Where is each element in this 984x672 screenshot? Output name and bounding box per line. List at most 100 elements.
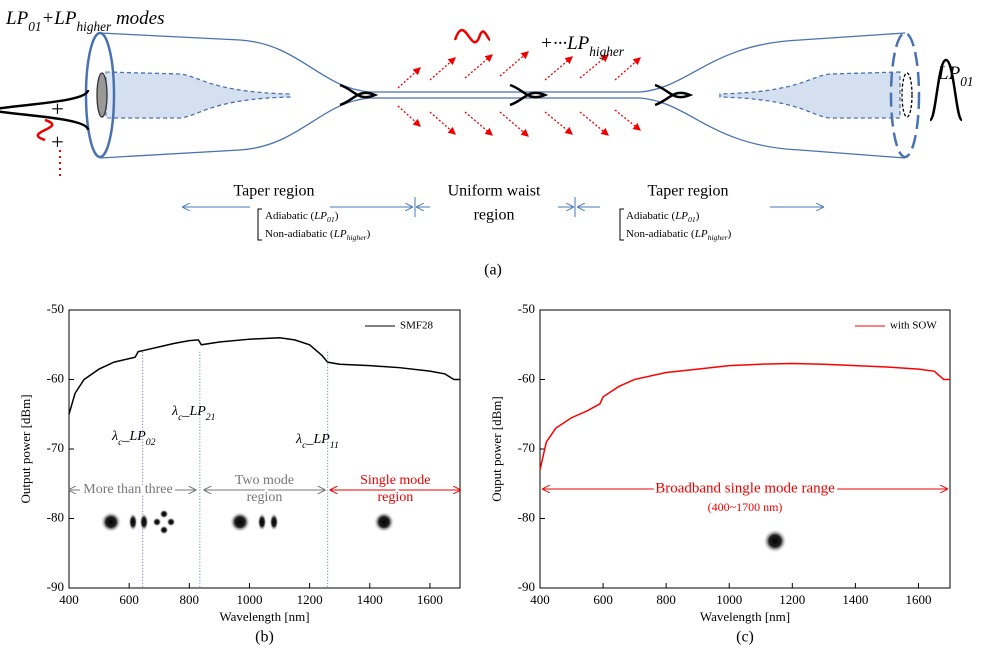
text-part: c: [118, 437, 123, 448]
pulse: [0, 89, 90, 131]
region-label: region: [377, 490, 413, 505]
x-tick-label: 1600: [417, 592, 443, 607]
core-end: [901, 72, 913, 118]
mode-profile: [152, 517, 162, 527]
y-tick-label: -50: [518, 301, 535, 316]
plus: +: [45, 136, 70, 148]
caption: (b): [255, 629, 274, 646]
text-part: +: [540, 33, 553, 54]
adiabatic: Adiabatic (LP01​): [626, 210, 700, 225]
plot-frame: [539, 309, 951, 589]
text-part: ): [696, 210, 700, 222]
x-tick-label: 400: [530, 592, 550, 607]
text-part: Adiabatic (: [265, 210, 315, 222]
y-tick-label: -70: [518, 440, 535, 455]
mode-profile: [159, 525, 169, 535]
nonadiabatic: Non-adiabatic (LPhigher​): [626, 228, 732, 243]
pulse: [509, 83, 549, 107]
output-label: LP01​: [937, 63, 973, 88]
cutoff-label: λc​_LP02​: [111, 429, 156, 448]
legend-label: with SOW: [890, 320, 937, 332]
series-line: [539, 362, 950, 471]
cutoff-label: λc​_LP21​: [171, 404, 216, 423]
x-tick-label: 1000: [716, 592, 742, 607]
core-taper: [719, 71, 901, 119]
x-tick-label: 1400: [842, 592, 868, 607]
text-part: ): [367, 228, 371, 240]
mode-profile: [229, 511, 251, 533]
pulse: [36, 118, 54, 142]
mode-profile: [257, 513, 267, 531]
text-part: ···LP: [553, 33, 590, 54]
nonadiabatic: Non-adiabatic (LPhigher​): [265, 228, 371, 243]
region-label: More than three: [83, 482, 172, 497]
text-part: 02: [146, 437, 156, 448]
text-part: _LP: [121, 429, 146, 444]
x-tick-label: 1400: [357, 592, 383, 607]
plus: +: [45, 103, 70, 115]
text-part: LP: [313, 210, 327, 222]
waist-title: Uniform waist: [448, 183, 541, 200]
fiber-outline: [99, 32, 906, 93]
range-label: Broadband single mode range: [655, 480, 835, 496]
x-tick-label: 800: [180, 592, 200, 607]
taper-title: Taper region: [233, 183, 314, 200]
text-part: λ: [171, 404, 178, 419]
text-part: c: [178, 412, 183, 423]
y-tick-label: -50: [47, 301, 64, 316]
y-tick-label: -80: [518, 509, 535, 524]
y-tick-label: -80: [47, 509, 64, 524]
caption: (a): [484, 262, 502, 279]
text-part: 11: [330, 440, 339, 451]
x-tick-label: 1000: [236, 592, 262, 607]
text-part: Adiabatic (: [626, 210, 676, 222]
pulse: [654, 83, 694, 107]
region-label: Two mode: [235, 473, 294, 488]
y-tick-label: -60: [47, 370, 64, 385]
mode-profile: [128, 513, 138, 531]
cutoff-label: λc​_LP11​: [295, 432, 339, 451]
text-part: 01: [327, 215, 335, 224]
region-label: Single mode: [360, 473, 430, 488]
text-part: LP: [694, 228, 708, 240]
text-part: LP: [674, 210, 688, 222]
text-part: higher: [347, 233, 368, 242]
x-tick-label: 1200: [779, 592, 805, 607]
text-part: Non-adiabatic (: [265, 228, 334, 240]
higher-mode-label: +···LPhigher​: [540, 33, 625, 58]
plot-frame: [68, 309, 461, 589]
y-tick-label: -90: [47, 579, 64, 594]
y-tick-label: -90: [518, 579, 535, 594]
series-line: [68, 337, 460, 415]
mode-profile: [373, 511, 395, 533]
x-tick-label: 400: [59, 592, 79, 607]
y-axis-title: Output power [dBm]: [18, 394, 33, 503]
x-tick-label: 1200: [297, 592, 323, 607]
pulse: [928, 58, 964, 122]
input-label: LP01​+LPhigher​ modes: [5, 8, 165, 33]
range-label: (400~1700 nm): [708, 500, 783, 514]
core-taper: [105, 71, 291, 119]
legend-label: SMF28: [400, 320, 434, 332]
x-axis-title: Wavelength [nm]: [700, 609, 790, 624]
mode-profile: [166, 517, 176, 527]
mode-profile: [159, 509, 169, 519]
text-part: ): [728, 228, 732, 240]
x-tick-label: 1600: [905, 592, 931, 607]
text-part: LP: [937, 63, 961, 84]
region-arrows: [183, 197, 823, 241]
radiation-arrows: [397, 51, 642, 137]
text-part: modes: [111, 8, 164, 29]
text-part: 01: [960, 74, 973, 89]
fiber-end: [889, 31, 921, 159]
y-axis-title: Ouput power [dBm]: [489, 396, 504, 501]
text-part: _LP: [305, 432, 330, 447]
text-part: 21: [206, 412, 216, 423]
pulse: [339, 83, 379, 107]
x-axis-title: Wavelength [nm]: [219, 609, 309, 624]
x-tick-label: 600: [119, 592, 139, 607]
fiber-outline: [99, 97, 906, 159]
adiabatic: Adiabatic (LP01​): [265, 210, 339, 225]
text-part: higher: [708, 233, 729, 242]
